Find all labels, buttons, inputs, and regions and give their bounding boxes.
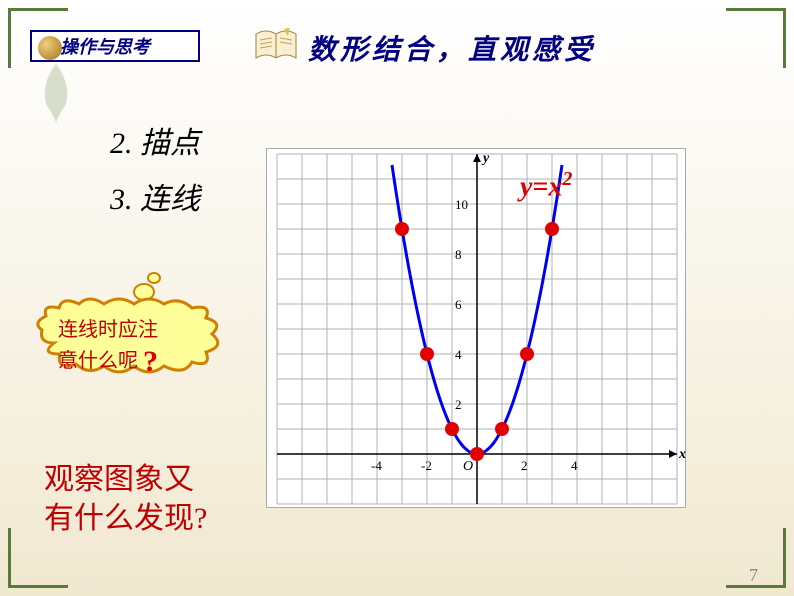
step-2-label: 2. 描点 bbox=[110, 118, 200, 162]
svg-text:2: 2 bbox=[521, 458, 528, 473]
parabola-chart: x y O -4 -2 2 4 2 4 6 8 10 bbox=[266, 148, 686, 508]
corner-decoration-tr bbox=[726, 8, 786, 68]
bubble-question-mark: ? bbox=[143, 345, 158, 378]
svg-text:O: O bbox=[463, 459, 473, 474]
equation-label: y=x2 bbox=[520, 168, 572, 203]
page-number: 7 bbox=[749, 565, 758, 586]
question-line2: 有什么发现? bbox=[44, 502, 207, 535]
equation-exp: 2 bbox=[562, 168, 572, 190]
svg-text:6: 6 bbox=[455, 297, 462, 312]
svg-text:x: x bbox=[678, 447, 686, 462]
bubble-line2: 意什么呢 bbox=[58, 350, 138, 372]
svg-text:2: 2 bbox=[455, 397, 462, 412]
equation-base: y=x bbox=[520, 171, 562, 202]
svg-text:y: y bbox=[481, 151, 490, 166]
chart-svg: x y O -4 -2 2 4 2 4 6 8 10 bbox=[267, 149, 687, 509]
step-3-label: 3. 连线 bbox=[110, 174, 200, 218]
question-line1: 观察图象又 bbox=[44, 463, 194, 496]
book-icon bbox=[254, 28, 298, 64]
observation-question: 观察图象又 有什么发现? bbox=[44, 460, 207, 538]
svg-text:8: 8 bbox=[455, 247, 462, 262]
leaf-decoration bbox=[36, 64, 76, 124]
svg-text:-2: -2 bbox=[421, 458, 432, 473]
bubble-line1: 连线时应注 bbox=[58, 319, 158, 341]
svg-text:10: 10 bbox=[455, 197, 468, 212]
svg-text:4: 4 bbox=[455, 347, 462, 362]
header-label-text: 操作与思考 bbox=[60, 33, 150, 59]
main-title: 数形结合，直观感受 bbox=[308, 28, 596, 68]
header-sphere-icon bbox=[38, 36, 62, 60]
svg-text:-4: -4 bbox=[371, 458, 382, 473]
bubble-text: 连线时应注 意什么呢 ? bbox=[58, 318, 158, 381]
svg-text:4: 4 bbox=[571, 458, 578, 473]
